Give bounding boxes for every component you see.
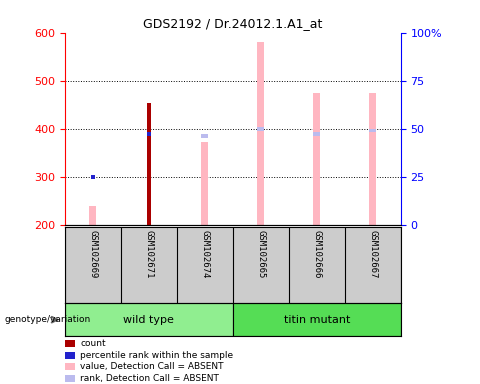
Text: GSM102667: GSM102667 xyxy=(368,230,377,279)
Bar xyxy=(146,103,151,225)
Bar xyxy=(65,303,233,336)
Bar xyxy=(202,142,208,225)
Text: wild type: wild type xyxy=(123,314,174,325)
Text: GSM102665: GSM102665 xyxy=(256,230,265,279)
Bar xyxy=(370,129,376,132)
Text: GSM102671: GSM102671 xyxy=(144,230,153,279)
Text: GSM102669: GSM102669 xyxy=(88,230,97,279)
Text: titin mutant: titin mutant xyxy=(284,314,350,325)
Bar xyxy=(233,303,401,336)
Bar xyxy=(91,175,95,179)
Bar xyxy=(257,42,264,225)
Bar xyxy=(257,127,264,131)
Bar xyxy=(313,132,320,136)
Text: percentile rank within the sample: percentile rank within the sample xyxy=(80,351,233,360)
Bar xyxy=(370,93,376,225)
Bar xyxy=(202,134,208,138)
Text: value, Detection Call = ABSENT: value, Detection Call = ABSENT xyxy=(80,362,224,371)
Text: GSM102674: GSM102674 xyxy=(200,230,209,279)
Text: rank, Detection Call = ABSENT: rank, Detection Call = ABSENT xyxy=(80,374,219,383)
Text: GSM102666: GSM102666 xyxy=(312,230,321,279)
Text: count: count xyxy=(80,339,106,348)
Bar xyxy=(89,207,96,225)
Text: genotype/variation: genotype/variation xyxy=(5,315,91,324)
Bar xyxy=(146,132,151,136)
Bar xyxy=(313,93,320,225)
Title: GDS2192 / Dr.24012.1.A1_at: GDS2192 / Dr.24012.1.A1_at xyxy=(143,17,323,30)
